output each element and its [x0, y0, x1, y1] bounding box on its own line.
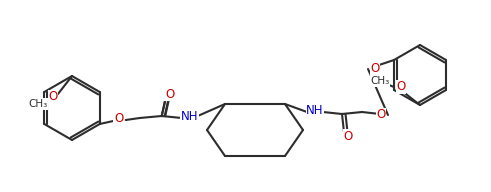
Text: O: O [343, 129, 353, 142]
Text: O: O [114, 113, 123, 126]
Text: O: O [377, 108, 385, 122]
Text: O: O [370, 63, 380, 75]
Text: O: O [396, 80, 406, 94]
Text: NH: NH [181, 109, 198, 122]
Text: CH₃: CH₃ [28, 99, 48, 109]
Text: NH: NH [306, 103, 324, 117]
Text: O: O [165, 88, 174, 100]
Text: CH₃: CH₃ [370, 76, 390, 86]
Text: O: O [49, 90, 57, 103]
